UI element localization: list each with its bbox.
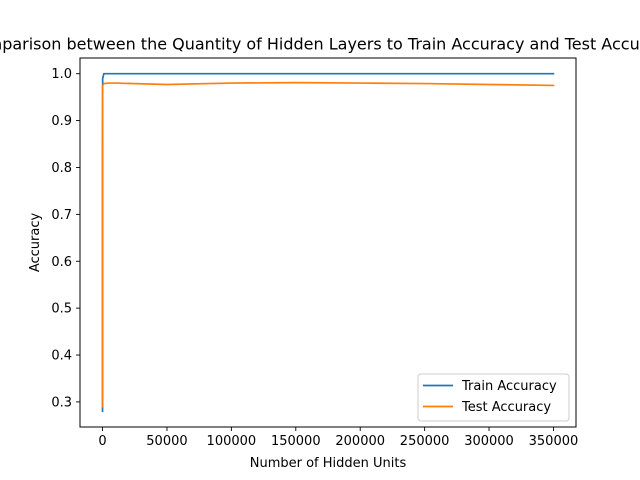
plot-area: [80, 58, 576, 427]
series-line-test-accuracy: [101, 81, 555, 408]
x-tick-label: 50000: [146, 434, 187, 449]
y-tick-label: 0.5: [51, 302, 72, 317]
x-tick-label: 250000: [400, 434, 450, 449]
y-tick-label: 0.6: [51, 255, 72, 270]
y-tick-label: 0.3: [51, 395, 72, 410]
y-tick-label: 0.8: [51, 161, 72, 176]
y-tick-label: 0.4: [51, 349, 72, 364]
axes-layer: 0 50000 100000 150000 200000 250000 300000 3500…: [51, 57, 579, 449]
legend-test-accuracy-label: Test Accuracy: [461, 400, 551, 415]
x-tick-label: 300000: [464, 434, 514, 449]
y-axis-label: Accuracy: [28, 213, 43, 273]
legend-frame: [417, 373, 570, 422]
legend: Train Accuracy Test Accuracy: [417, 373, 570, 422]
chart-title: Comparison between the Quantity of Hidde…: [0, 35, 640, 54]
series-layer: [101, 72, 555, 413]
y-tick-label: 0.9: [51, 114, 72, 129]
x-tick-label: 0: [98, 434, 106, 449]
axes-frame: [79, 57, 577, 428]
y-tick-label: 1.0: [51, 67, 72, 82]
series-line-train-accuracy: [101, 72, 555, 413]
x-axis-label: Number of Hidden Units: [250, 456, 407, 471]
y-tick-label: 0.7: [51, 208, 72, 223]
legend-train-accuracy-label: Train Accuracy: [461, 379, 557, 394]
x-tick-label: 100000: [207, 434, 257, 449]
x-tick-label: 200000: [335, 434, 385, 449]
x-tick-label: 150000: [271, 434, 321, 449]
x-tick-label: 350000: [529, 434, 579, 449]
